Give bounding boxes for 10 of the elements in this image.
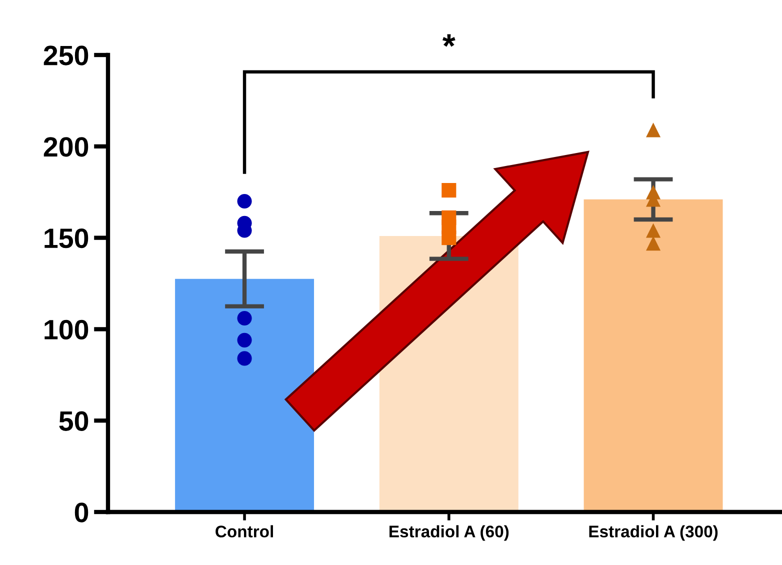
y-tick-label: 250 [44, 46, 88, 66]
y-tick-label: 200 [44, 137, 88, 157]
y-tick-label: 0 [74, 502, 88, 522]
y-tick-label: 150 [44, 228, 88, 248]
x-tick-label: Control [216, 525, 273, 538]
y-tick-label: 100 [44, 320, 88, 340]
text: * [442, 34, 456, 47]
y-tick-label: 50 [59, 411, 88, 431]
x-tick-label: Estradiol A (60) [390, 525, 509, 541]
x-tick-label: Estradiol A (300) [589, 525, 718, 541]
